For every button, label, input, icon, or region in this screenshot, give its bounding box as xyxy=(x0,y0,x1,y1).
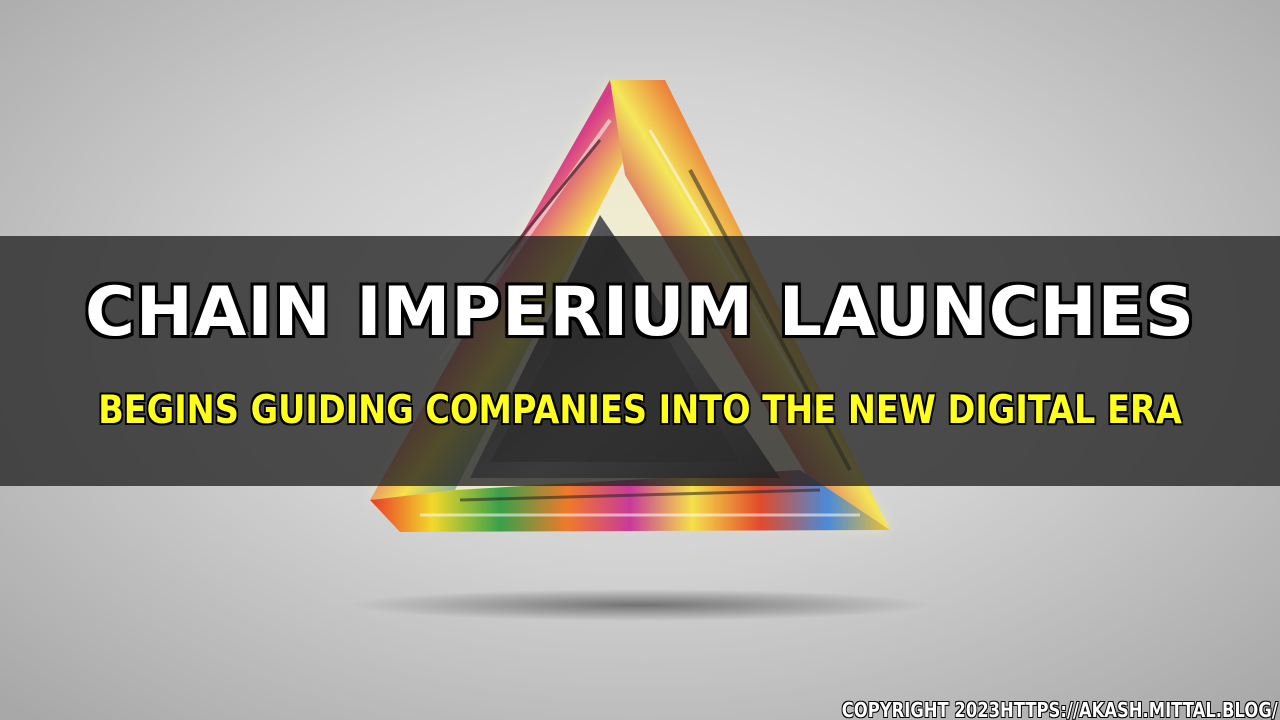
headline: CHAIN IMPERIUM LAUNCHES xyxy=(83,272,1196,354)
copyright-notice: COPYRIGHT 2023HTTPS://AKASH.MITTAL.BLOG/ xyxy=(841,697,1278,720)
title-band xyxy=(0,236,1280,486)
subheadline: BEGINS GUIDING COMPANIES INTO THE NEW DI… xyxy=(97,387,1182,434)
